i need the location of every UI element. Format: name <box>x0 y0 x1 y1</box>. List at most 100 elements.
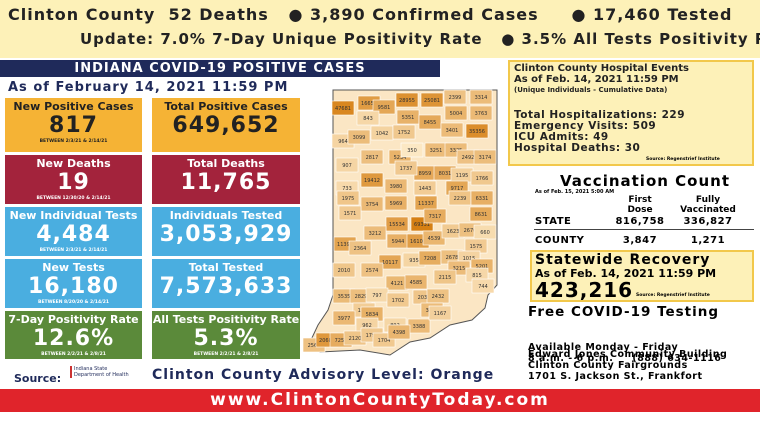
county <box>423 208 447 224</box>
tile-label: New Positive Cases <box>13 100 134 113</box>
county-cases: 9581 <box>378 105 391 111</box>
county-name: Clinton County <box>8 5 156 24</box>
county <box>433 269 457 285</box>
county-cases: 1766 <box>476 176 489 182</box>
county-cases: 1796 <box>366 333 379 339</box>
county-cases: 3401 <box>446 128 459 134</box>
county-cases: 2817 <box>366 155 379 161</box>
county-cases: 28955 <box>399 98 415 104</box>
vax-row-label: COUNTY <box>535 235 585 246</box>
county-cases: 4121 <box>391 281 404 287</box>
county <box>360 149 384 165</box>
county <box>443 89 467 105</box>
header-line2: Update: 7.0% 7-Day Unique Positivity Rat… <box>80 30 760 48</box>
vax-value: 336,827 <box>683 216 733 227</box>
line: Clinton County Fairgrounds <box>528 360 688 371</box>
tile: Individuals Tested 3,053,929 <box>152 207 300 256</box>
county <box>336 190 360 206</box>
county <box>378 254 402 270</box>
county-cases: 935 <box>409 258 419 264</box>
county-cases: 843 <box>363 116 373 122</box>
line: Available Monday - Friday <box>528 342 679 353</box>
county-cases: 2399 <box>449 95 462 101</box>
recovery-source: Source: Regenstrief Institute <box>636 293 710 298</box>
tile: Total Positive Cases 649,652 <box>152 98 300 152</box>
county <box>440 122 464 138</box>
tile-note: BETWEEN 2/2/21 & 2/8/21 <box>193 352 259 357</box>
county-cases: 47681 <box>335 106 351 112</box>
header-line1: Clinton County 52 Deaths ● 3,890 Confirm… <box>8 5 732 24</box>
county-cases: 19412 <box>364 178 380 184</box>
tile-value: 649,652 <box>172 113 280 138</box>
county-cases: 3535 <box>338 294 351 300</box>
county-cases: 1623 <box>447 229 460 235</box>
tile-note: BETWEEN 8/20/20 & 2/14/21 <box>38 300 109 305</box>
col-head: Fully Vaccinated <box>680 195 736 215</box>
county-cases: 11337 <box>418 201 434 207</box>
county-cases: 8959 <box>419 171 432 177</box>
banner: INDIANA COVID-19 POSITIVE CASES <box>0 60 440 77</box>
vax-value: 816,758 <box>615 216 665 227</box>
logo-line: Indiana State <box>74 366 108 372</box>
tile-label: Total Tested <box>188 261 264 274</box>
county-cases: 2239 <box>454 196 467 202</box>
county <box>428 305 452 321</box>
recovery-title: Statewide Recovery <box>535 252 711 268</box>
header-band <box>0 0 760 58</box>
vax-row-label: STATE <box>535 216 572 227</box>
county-cases: 4585 <box>410 280 423 286</box>
county <box>360 172 384 188</box>
county-cases: 1167 <box>434 311 447 317</box>
county-cases: 1015 <box>463 256 476 262</box>
tile: New Positive Cases 817 BETWEEN 2/3/21 & 2/… <box>5 98 142 152</box>
county-cases: 7317 <box>429 214 442 220</box>
county-cases: 1737 <box>400 166 413 172</box>
tile-label: Individuals Tested <box>169 209 283 222</box>
county-cases: 2676 <box>464 228 477 234</box>
tile: New Tests 16,180 BETWEEN 8/20/20 & 2/14/21 <box>5 259 142 308</box>
county-cases: 4539 <box>428 236 441 242</box>
county-cases: 69331 <box>414 222 430 228</box>
county-cases: 2678 <box>446 255 459 261</box>
tile-label: Total Deaths <box>187 157 265 170</box>
county <box>347 129 371 145</box>
county-cases: 3980 <box>390 184 403 190</box>
county-cases: 907 <box>342 163 352 169</box>
testing-lines: Available Monday - Friday 8 a.m. - 6 p.m.… <box>528 320 721 364</box>
tile-value: 817 <box>49 113 98 138</box>
county-cases: 2829 <box>355 294 368 300</box>
county <box>392 124 416 140</box>
hospital-box <box>508 60 754 166</box>
county-cases: 733 <box>342 186 352 192</box>
confirmed: ● 3,890 Confirmed Cases <box>288 5 539 24</box>
county <box>469 89 493 105</box>
county <box>404 274 428 290</box>
vax-value: 3,847 <box>622 235 658 246</box>
county-cases: 16650 <box>361 101 377 107</box>
tile-value: 16,180 <box>28 274 119 299</box>
footer-url[interactable]: www.ClintonCountyToday.com <box>0 389 760 412</box>
vax-title: Vaccination Count <box>560 172 730 190</box>
advisory: Clinton County Advisory Level: Orange <box>152 367 495 383</box>
county-cases: 8031 <box>439 171 452 177</box>
recovery-box <box>530 250 754 302</box>
county-cases: 2120 <box>349 336 362 342</box>
county-cases: 797 <box>372 293 382 299</box>
tile: All Tests Positivity Rate 5.3% BETWEEN 2/2… <box>152 311 300 359</box>
vax-value: 1,271 <box>690 235 726 246</box>
county-cases: 815 <box>472 273 482 279</box>
county-cases: 1702 <box>392 298 405 304</box>
county-cases: 1042 <box>376 131 389 137</box>
col-head: First Dose <box>627 195 653 215</box>
county-cases: 3763 <box>475 111 488 117</box>
county <box>473 149 497 165</box>
county-cases: 2115 <box>439 275 452 281</box>
county <box>331 100 355 116</box>
tile-note: BETWEEN 12/30/20 & 2/14/21 <box>36 196 111 201</box>
county <box>469 206 493 222</box>
county-cases: 3325 <box>450 148 463 154</box>
county <box>444 105 468 121</box>
tile-note: BETWEEN 2/3/21 & 2/14/21 <box>39 139 108 144</box>
county-cases: 10117 <box>382 260 398 266</box>
county <box>394 160 418 176</box>
